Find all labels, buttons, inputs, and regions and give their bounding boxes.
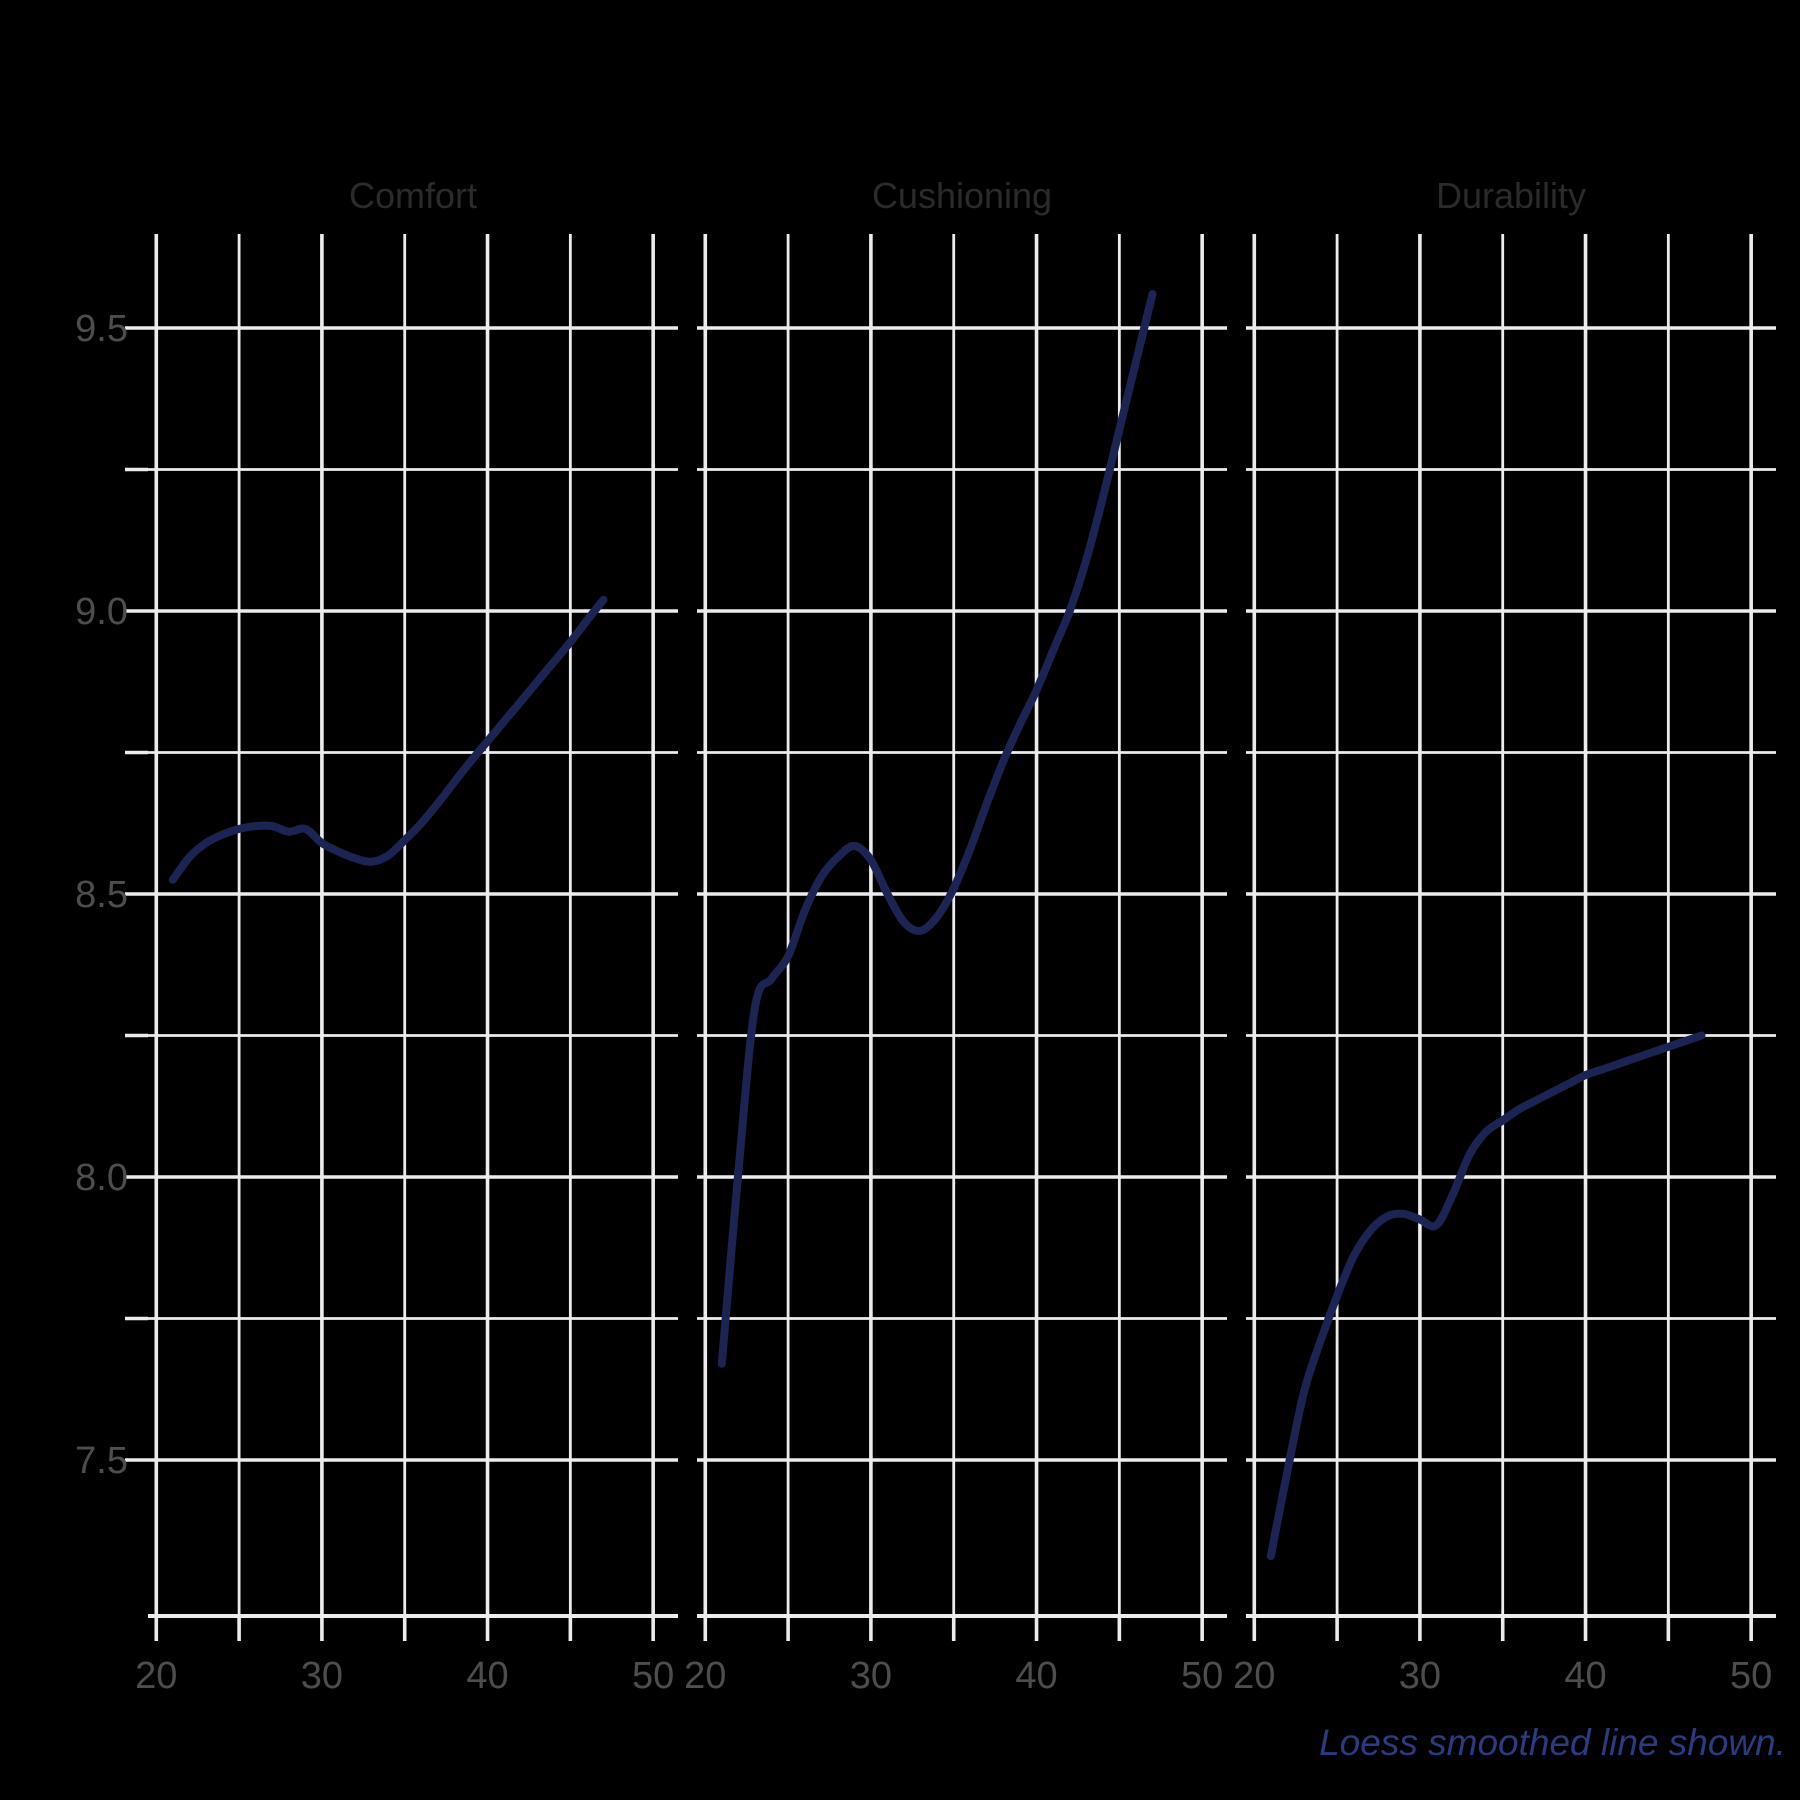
x-tick-label: 20 [135,1655,177,1697]
x-tick-label: 40 [1015,1655,1057,1697]
facet-title: Comfort [349,175,477,216]
facet-title: Durability [1436,175,1586,216]
x-tick-label: 40 [466,1655,508,1697]
x-tick-label: 50 [632,1655,674,1697]
y-tick-label: 9.0 [75,591,128,633]
facet-title: Cushioning [872,175,1052,216]
x-tick-label: 20 [1233,1655,1275,1697]
loess-line-cushioning [717,290,1157,1368]
x-tick-label: 20 [684,1655,726,1697]
x-tick-label: 40 [1564,1655,1606,1697]
loess-line-comfort [168,595,608,884]
x-tick-label: 30 [850,1655,892,1697]
y-tick-label: 9.5 [75,308,128,350]
y-tick-label: 8.5 [75,874,128,916]
x-tick-label: 50 [1730,1655,1772,1697]
x-tick-label: 30 [1399,1655,1441,1697]
y-tick-label: 7.5 [75,1440,128,1482]
y-tick-label: 8.0 [75,1157,128,1199]
x-tick-label: 30 [301,1655,343,1697]
loess-line-durability [1266,1031,1706,1561]
chart-caption: Loess smoothed line shown. [1319,1722,1786,1763]
x-tick-label: 50 [1181,1655,1223,1697]
